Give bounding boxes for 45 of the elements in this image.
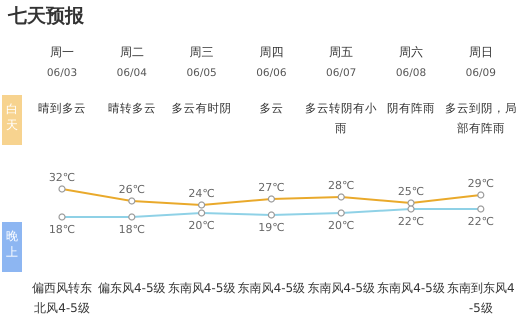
- text: 06/04: [116, 66, 148, 81]
- x-tick-label: 周二: [118, 44, 145, 61]
- text: 多云到阴，局部有阵雨: [444, 100, 518, 137]
- text: 06/07: [325, 66, 358, 81]
- text: 06/03: [46, 66, 78, 81]
- text: 东南风4-5级: [376, 280, 446, 297]
- text: 偏西风转东北风4-5级: [31, 280, 93, 317]
- text: 06/08: [394, 66, 428, 81]
- data-label: 20℃: [188, 219, 215, 232]
- text: 晴到多云: [37, 100, 87, 117]
- text: 东南风4-5级: [306, 280, 376, 297]
- text: 06/05: [185, 66, 218, 81]
- data-label: 24℃: [188, 187, 215, 200]
- x-tick-label: 周一: [49, 44, 75, 61]
- data-label: 32℃: [48, 171, 76, 184]
- x-tick-label: 周三: [188, 44, 215, 61]
- x-tick-label: 周六: [398, 44, 424, 61]
- text: 偏东风4-5级: [96, 280, 167, 297]
- data-label: 19℃: [258, 221, 285, 234]
- data-label: 18℃: [118, 223, 145, 236]
- chart-title: 七天预报: [8, 5, 85, 27]
- text: 多云有时阴: [170, 100, 233, 117]
- text: 东南风4-5级: [236, 280, 306, 297]
- x-tick-label: 周日: [468, 44, 494, 61]
- data-label: 25℃: [398, 185, 424, 198]
- data-label: 22℃: [398, 215, 424, 228]
- text: 多云转阴有小雨: [304, 100, 378, 137]
- x-tick-label: 周四: [258, 44, 284, 61]
- text: 晚上: [2, 222, 22, 272]
- text: 阴有阵雨: [387, 101, 435, 115]
- data-label: 27℃: [258, 181, 285, 194]
- text: 东南到东风4-5级: [446, 280, 516, 317]
- data-label: 29℃: [468, 177, 494, 190]
- text: 白天: [2, 95, 22, 145]
- data-label: 28℃: [328, 179, 354, 192]
- data-label: 18℃: [48, 223, 76, 236]
- text: 东南风4-5级: [166, 280, 236, 297]
- text: 多云: [259, 101, 284, 115]
- text: 06/06: [255, 66, 288, 81]
- text: 06/09: [464, 66, 497, 81]
- data-label: 26℃: [118, 183, 145, 196]
- data-label: 20℃: [328, 219, 354, 232]
- x-tick-label: 周五: [328, 44, 354, 61]
- text: 晴转多云: [106, 100, 157, 117]
- data-label: 22℃: [468, 215, 494, 228]
